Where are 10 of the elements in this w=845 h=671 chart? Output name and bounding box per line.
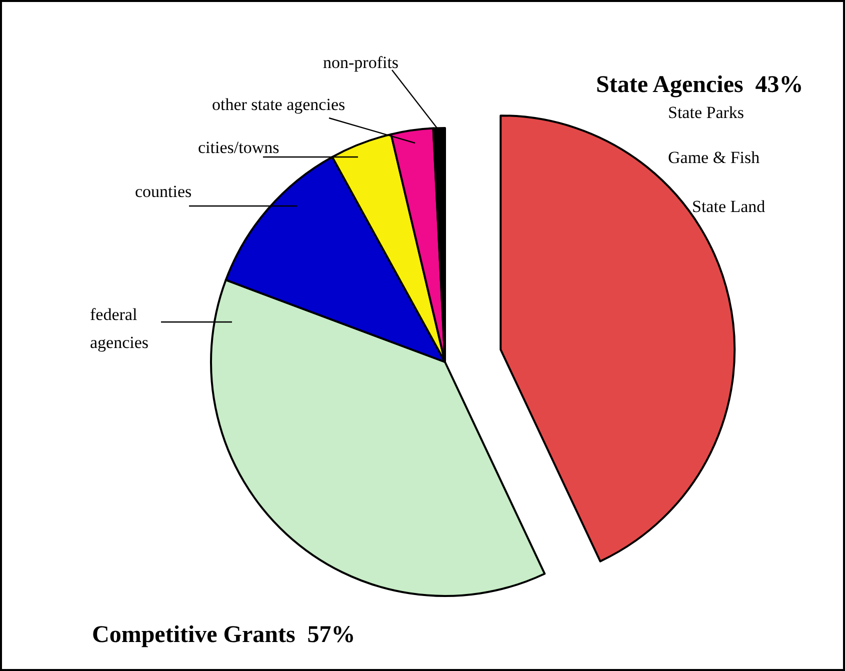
text: Competitive Grants 57%: [92, 622, 356, 648]
text: Game & Fish: [668, 148, 760, 167]
text: State Land: [692, 197, 766, 216]
slice-label: non-profits: [323, 53, 399, 72]
slice-label: cities/towns: [198, 138, 280, 157]
slice-label: federal agencies: [90, 305, 149, 352]
text: State Agencies 43%: [596, 72, 804, 98]
slice-label: other state agencies: [212, 95, 346, 114]
slice-label: counties: [135, 182, 192, 201]
text: State Parks: [668, 103, 744, 122]
